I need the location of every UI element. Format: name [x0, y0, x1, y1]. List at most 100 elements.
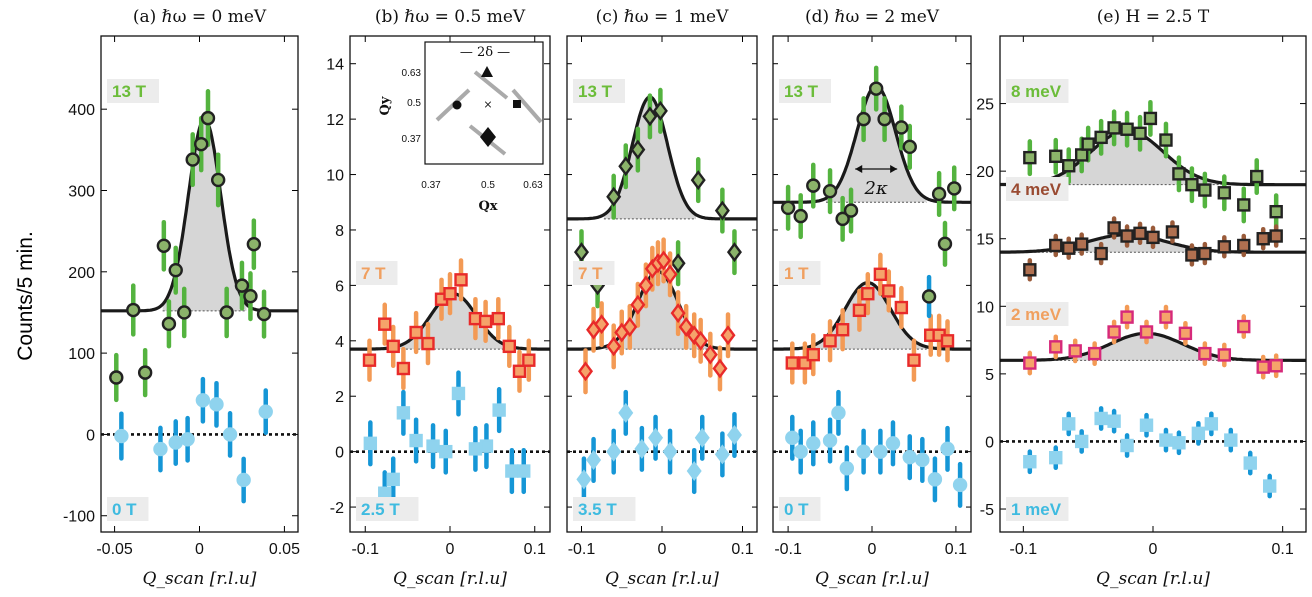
data-point [662, 264, 678, 285]
data-point [780, 200, 796, 215]
data-point [1120, 438, 1134, 453]
data-point [1062, 159, 1076, 173]
data-point [378, 317, 392, 331]
data-point [831, 405, 846, 421]
data-point [798, 356, 812, 370]
x-tick-label: 0.1 [731, 541, 753, 558]
data-point [902, 139, 917, 155]
data-point [177, 305, 192, 320]
x-tick-label: 0.1 [524, 541, 546, 558]
inset-ytick-label: 0.37 [402, 134, 422, 145]
data-point [1262, 479, 1277, 493]
series-1-t [785, 252, 955, 385]
series-2.5-t [363, 370, 531, 517]
data-point [931, 186, 947, 202]
data-point [606, 441, 622, 462]
data-point [894, 300, 909, 315]
data-point [502, 339, 517, 354]
plot-area [350, 258, 550, 517]
series-8-mev [1023, 99, 1283, 231]
data-point [1107, 325, 1121, 339]
x-tick-label: 0 [868, 541, 877, 558]
panel-d: (d) ℏω = 2 meV Q_scan [r.l.u] -0.1 0 0.1 13 T… [772, 7, 972, 589]
series-label: 8 meV [1011, 82, 1062, 101]
y-tick-label: 0 [86, 427, 95, 444]
plot-area [567, 87, 757, 503]
data-point [396, 406, 411, 420]
data-point [714, 200, 730, 221]
data-point [200, 110, 216, 126]
inset-center-mark: × [483, 98, 492, 111]
data-point [1074, 434, 1089, 449]
data-point [1243, 456, 1257, 470]
data-point [258, 404, 273, 419]
inset-xtick-label: 0.63 [523, 180, 543, 191]
y-tick-label: 10 [326, 168, 344, 185]
series-0-t [114, 376, 273, 504]
data-point [1256, 232, 1270, 246]
series-label: 13 T [784, 82, 819, 101]
data-point [114, 428, 129, 444]
data-point [622, 316, 638, 337]
data-point [1269, 229, 1283, 243]
data-point [256, 306, 272, 322]
data-point [1217, 186, 1232, 200]
series-label-box [779, 261, 821, 285]
data-point [915, 452, 930, 468]
data-point [937, 236, 953, 252]
data-point [785, 356, 799, 370]
data-point [1094, 130, 1108, 145]
series-13-t [109, 89, 272, 403]
data-point [852, 303, 867, 318]
x-tick-label: 0 [1149, 541, 1158, 558]
data-point [1159, 433, 1173, 447]
data-point [882, 284, 896, 298]
inset-circle-marker [452, 100, 462, 110]
data-point [1023, 150, 1037, 165]
data-point [885, 436, 901, 451]
x-tick-label: -0.1 [774, 541, 802, 558]
series-7-t [578, 237, 736, 395]
data-point [630, 294, 646, 315]
data-point [1178, 326, 1193, 341]
data-point [1094, 246, 1108, 261]
series-label: 13 T [578, 82, 613, 101]
data-point [940, 334, 955, 348]
axes-frame [999, 35, 1307, 533]
series-label: 0 T [112, 500, 137, 519]
data-point [586, 449, 602, 470]
data-point [1074, 148, 1089, 162]
data-point [209, 397, 224, 412]
data-point [940, 441, 955, 457]
axes-frame [349, 35, 551, 533]
data-point [180, 432, 195, 447]
data-point [806, 436, 821, 451]
data-point [1120, 229, 1134, 243]
inset-title: — 2δ — [460, 45, 510, 60]
fit-shading [826, 85, 927, 203]
y-tick-label: 15 [976, 232, 994, 249]
data-point [947, 181, 962, 196]
data-point [793, 444, 808, 459]
data-point [806, 347, 820, 362]
data-point [1023, 455, 1037, 469]
data-point [1107, 414, 1121, 428]
y-tick-label: 8 [335, 223, 344, 240]
data-point [714, 444, 730, 465]
data-point [409, 325, 423, 340]
data-point [153, 441, 168, 457]
inset-diamond-marker [480, 127, 496, 147]
data-point [618, 156, 634, 177]
panel-title: (a) ℏω = 0 meV [133, 7, 267, 27]
data-point [421, 336, 435, 351]
data-point [478, 314, 493, 329]
data-point [409, 433, 423, 448]
data-point [1049, 340, 1063, 354]
data-point [835, 211, 850, 227]
data-point [1172, 167, 1186, 181]
data-point [1159, 310, 1173, 324]
data-point [576, 469, 592, 490]
data-point [835, 323, 850, 337]
panel-title: (d) ℏω = 2 meV [805, 7, 940, 27]
data-point [712, 358, 728, 379]
